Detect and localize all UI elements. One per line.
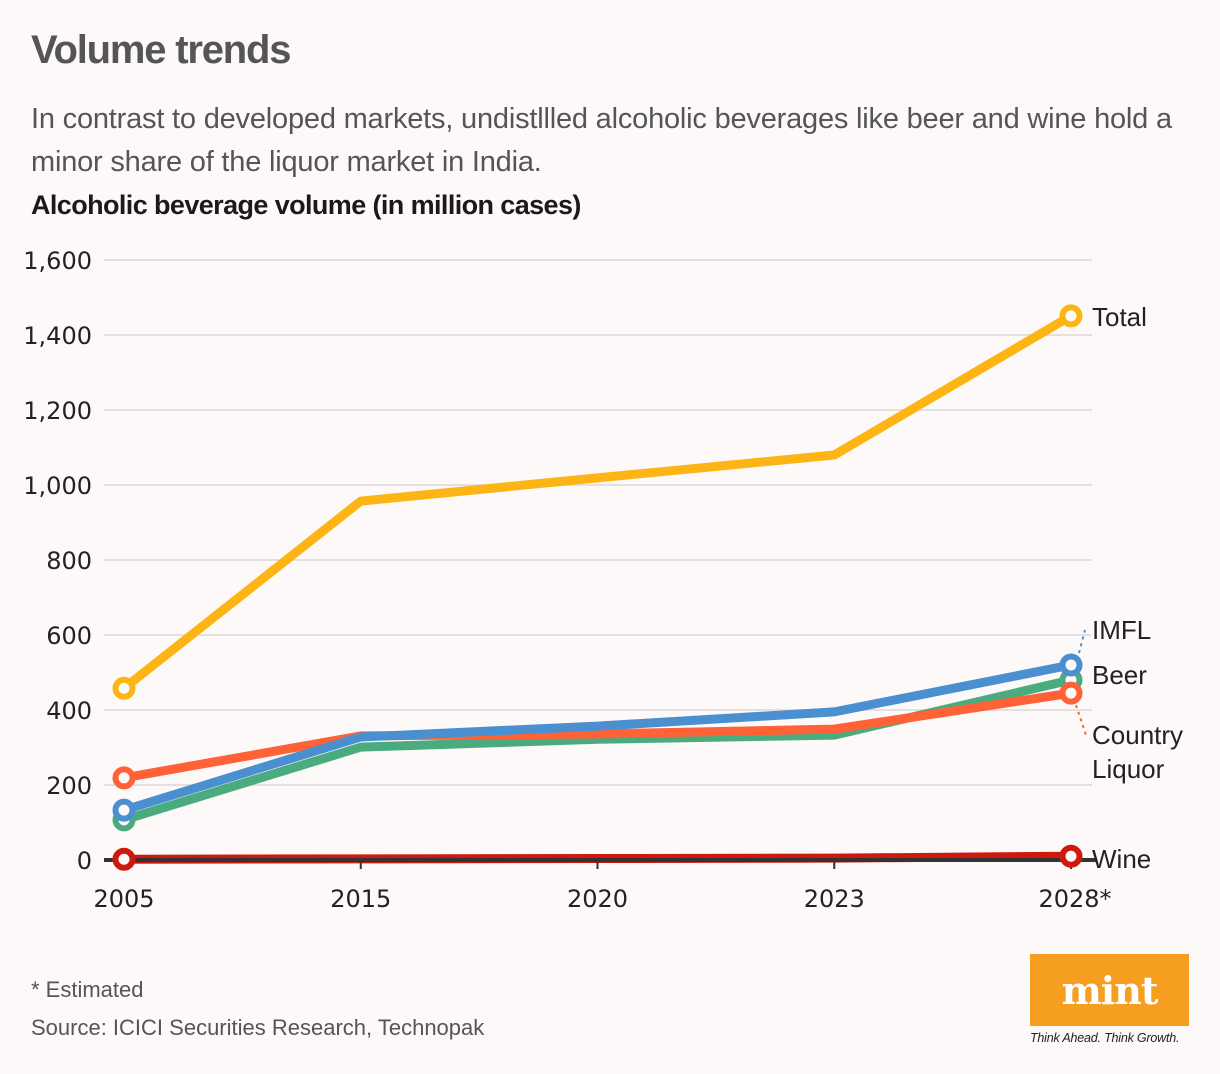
series-label-imfl: IMFL [1092, 615, 1151, 645]
marker-total [112, 676, 136, 700]
marker-country-liquor [1059, 681, 1083, 705]
marker-imfl [1059, 653, 1083, 677]
x-tick-label: 2015 [330, 885, 391, 913]
logo-tagline: Think Ahead. Think Growth. [1030, 1031, 1180, 1045]
y-tick-label: 0 [77, 847, 92, 875]
y-tick-label: 1,200 [23, 397, 92, 425]
chart-heading: Alcoholic beverage volume (in million ca… [31, 190, 581, 220]
series-labels: Total IMFL Beer Country Liquor Wine [1075, 302, 1183, 874]
series-line-imfl [122, 660, 1072, 815]
marker-total [1059, 304, 1083, 328]
series-label-wine: Wine [1092, 844, 1151, 874]
estimate-note: * Estimated [31, 977, 144, 1002]
y-tick-label: 400 [46, 697, 92, 725]
x-tick-label: 2023 [804, 885, 865, 913]
x-tick-label: 2020 [567, 885, 628, 913]
series-label-total: Total [1092, 302, 1147, 332]
y-tick-label: 1,400 [23, 322, 92, 350]
series-label-country-liquor: Liquor [1092, 754, 1165, 784]
series-label-country-liquor: Country [1092, 720, 1183, 750]
marker-imfl [112, 798, 136, 822]
y-axis-ticks: 0 200 400 600 800 1,000 1,200 1,400 1,600 [23, 247, 92, 875]
leader-line-imfl [1078, 629, 1086, 654]
x-axis: 2005 2015 2020 2023 2028* [93, 885, 1111, 913]
series-line-country-liquor [123, 688, 1072, 783]
marker-country-liquor [112, 766, 136, 790]
y-tick-label: 800 [46, 547, 92, 575]
y-tick-label: 1,600 [23, 247, 92, 275]
series-line-total [121, 311, 1074, 692]
leader-line-country-liquor [1075, 704, 1087, 736]
y-tick-label: 1,000 [23, 472, 92, 500]
mint-logo: mint [1030, 954, 1189, 1026]
x-tick-label: 2005 [93, 885, 154, 913]
chart-title: Volume trends [31, 28, 291, 72]
y-tick-label: 200 [46, 772, 92, 800]
source-note: Source: ICICI Securities Research, Techn… [31, 1015, 485, 1040]
marker-wine [1059, 844, 1083, 868]
x-tick-label: 2028* [1038, 885, 1111, 913]
series-lines [104, 304, 1096, 871]
marker-wine [112, 847, 136, 871]
y-tick-label: 600 [46, 622, 92, 650]
series-label-beer: Beer [1092, 660, 1147, 690]
chart-subtitle: In contrast to developed markets, undist… [31, 103, 1172, 178]
